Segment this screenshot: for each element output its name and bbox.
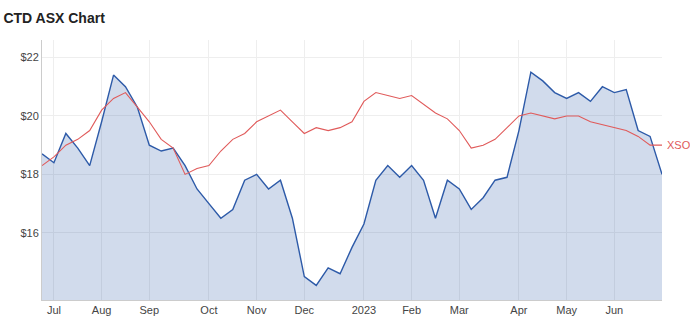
svg-text:Nov: Nov <box>247 304 267 316</box>
svg-text:Feb: Feb <box>402 304 421 316</box>
svg-text:CTD ASX Chart: CTD ASX Chart <box>3 10 105 26</box>
svg-text:Oct: Oct <box>200 304 217 316</box>
svg-text:XSO: XSO <box>667 139 690 151</box>
svg-text:Jun: Jun <box>605 304 623 316</box>
svg-text:Sep: Sep <box>140 304 160 316</box>
svg-text:2023: 2023 <box>352 304 376 316</box>
svg-text:$20: $20 <box>20 110 38 122</box>
svg-text:Aug: Aug <box>92 304 112 316</box>
svg-text:May: May <box>556 304 577 316</box>
svg-text:$22: $22 <box>20 51 38 63</box>
svg-text:Apr: Apr <box>510 304 527 316</box>
svg-text:Mar: Mar <box>450 304 469 316</box>
svg-text:$16: $16 <box>20 227 38 239</box>
svg-text:$18: $18 <box>20 168 38 180</box>
svg-text:Jul: Jul <box>47 304 61 316</box>
svg-text:Dec: Dec <box>295 304 315 316</box>
